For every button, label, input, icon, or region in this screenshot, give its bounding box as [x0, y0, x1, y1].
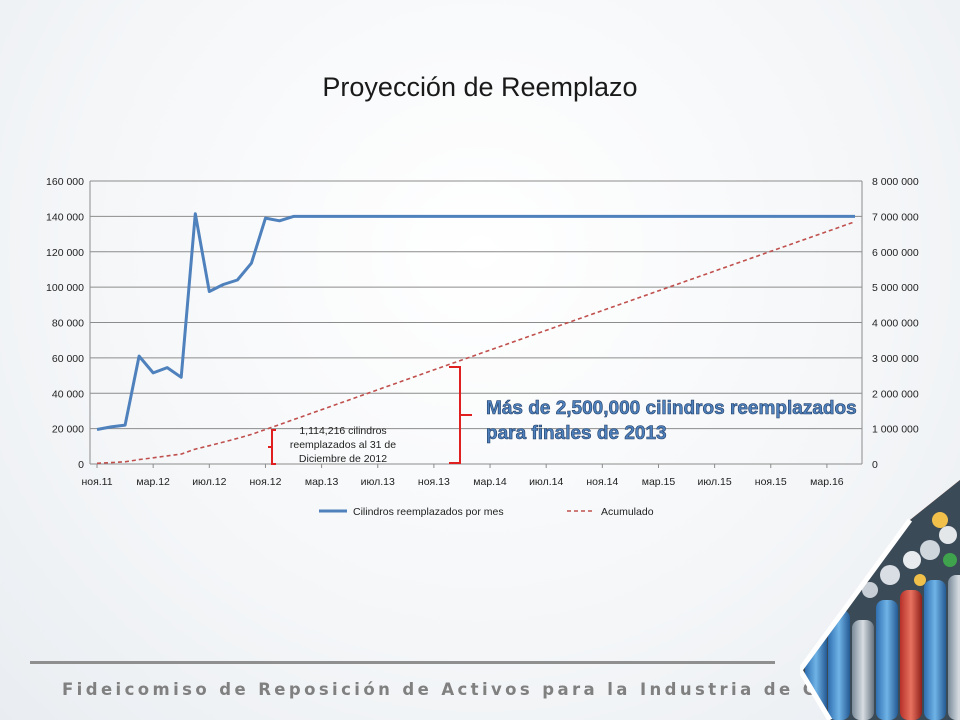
x-tick-label: мар.15	[642, 476, 676, 488]
annotation-end-2013-line1: Más de 2,500,000 cilindros reemplazados	[486, 398, 857, 420]
y-right-tick-label: 7 000 000	[872, 211, 919, 223]
annotation-dec-2012: 1,114,216 cilindros reemplazados al 31 d…	[289, 425, 397, 465]
y-left-tick-label: 140 000	[46, 211, 84, 223]
legend-label-0: Cilindros reemplazados por mes	[353, 506, 504, 518]
series-line-0	[96, 212, 855, 431]
x-tick-label: июл.12	[192, 476, 226, 488]
x-tick-label: ноя.14	[586, 476, 618, 488]
y-left-tick-label: 160 000	[46, 176, 84, 188]
y-left-tick-label: 100 000	[46, 282, 84, 294]
footer-divider	[30, 661, 775, 664]
x-tick-label: ноя.15	[755, 476, 787, 488]
y-right-tick-label: 2 000 000	[872, 388, 919, 400]
gas-cylinders-image	[800, 480, 960, 720]
y-left-tick-label: 80 000	[52, 318, 84, 330]
x-tick-label: ноя.12	[249, 476, 281, 488]
annotation-end-2013: Más de 2,500,000 cilindros reemplazados …	[486, 396, 866, 446]
x-tick-label: июл.14	[529, 476, 563, 488]
annotation-end-2013-line2: para finales de 2013	[486, 423, 667, 445]
x-tick-label: июл.13	[361, 476, 395, 488]
y-left-tick-label: 20 000	[52, 424, 84, 436]
y-right-tick-label: 0	[872, 459, 878, 471]
y-right-tick-label: 4 000 000	[872, 318, 919, 330]
y-right-tick-label: 1 000 000	[872, 424, 919, 436]
x-tick-label: мар.12	[136, 476, 170, 488]
legend-label-1: Acumulado	[601, 506, 654, 518]
y-right-tick-label: 5 000 000	[872, 282, 919, 294]
x-tick-label: ноя.11	[81, 476, 112, 488]
bracket-end-2013	[449, 366, 472, 464]
series-line-1	[96, 220, 856, 465]
y-left-tick-label: 60 000	[52, 353, 84, 365]
y-right-tick-label: 8 000 000	[872, 176, 919, 188]
x-tick-label: июл.15	[698, 476, 732, 488]
bracket-dec-2012	[268, 429, 276, 465]
x-tick-label: мар.16	[810, 476, 844, 488]
footer-text: Fideicomiso de Reposición de Activos par…	[62, 680, 903, 699]
page-title: Proyección de Reemplazo	[322, 72, 638, 102]
y-left-tick-label: 120 000	[46, 247, 84, 259]
y-right-tick-label: 6 000 000	[872, 247, 919, 259]
x-tick-label: ноя.13	[418, 476, 450, 488]
x-tick-label: мар.14	[473, 476, 507, 488]
x-tick-label: мар.13	[305, 476, 339, 488]
y-left-tick-label: 0	[78, 459, 84, 471]
y-left-tick-label: 40 000	[52, 388, 84, 400]
chart: 0 20 000 40 000 60 000 80 000 100 000 120 000 1…	[46, 176, 919, 518]
y-right-tick-label: 3 000 000	[872, 353, 919, 365]
